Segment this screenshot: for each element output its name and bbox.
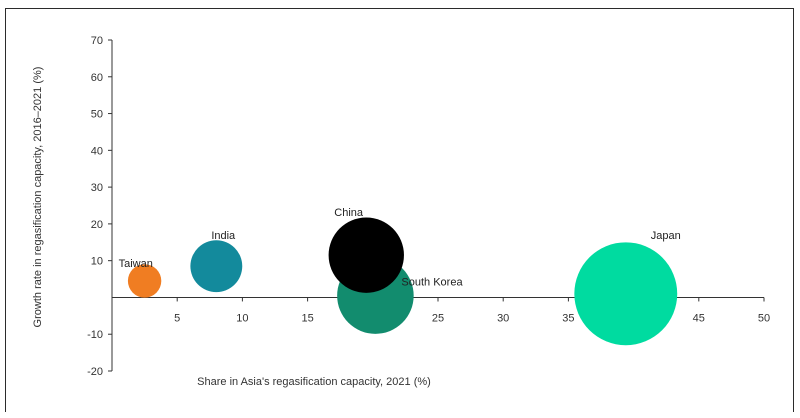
- y-tick-label: 40: [91, 145, 103, 157]
- x-tick-label: 5: [174, 312, 180, 324]
- y-tick-label: 50: [91, 109, 103, 121]
- bubble-label-japan: Japan: [651, 230, 681, 242]
- bubble-label-india: India: [211, 230, 236, 242]
- bubble-label-china: China: [334, 207, 364, 219]
- y-axis-title: Growth rate in regasification capacity, …: [32, 67, 44, 328]
- y-tick-label: 20: [91, 219, 103, 231]
- x-tick-label: 25: [432, 312, 444, 324]
- x-tick-label: 50: [758, 312, 770, 324]
- y-tick-label: 30: [91, 182, 103, 194]
- y-tick-label: -20: [87, 366, 103, 378]
- y-tick-label: 70: [91, 35, 103, 47]
- y-tick-label: 10: [91, 256, 103, 268]
- x-tick-label: 30: [497, 312, 509, 324]
- bubble-taiwan: [127, 264, 162, 298]
- bubble-india: [190, 240, 243, 293]
- bubble-label-taiwan: Taiwan: [119, 258, 153, 270]
- bubble-japan: [574, 242, 678, 346]
- bubble-label-south-korea: South Korea: [401, 277, 463, 289]
- x-axis-title: Share in Asia's regasification capacity,…: [197, 376, 431, 388]
- x-tick-label: 15: [301, 312, 313, 324]
- x-tick-label: 45: [693, 312, 705, 324]
- y-tick-label: 60: [91, 72, 103, 84]
- x-tick-label: 10: [236, 312, 248, 324]
- chart-frame: [5, 8, 794, 412]
- y-tick-label: -10: [87, 329, 103, 341]
- x-tick-label: 35: [562, 312, 574, 324]
- bubble-china: [328, 217, 404, 293]
